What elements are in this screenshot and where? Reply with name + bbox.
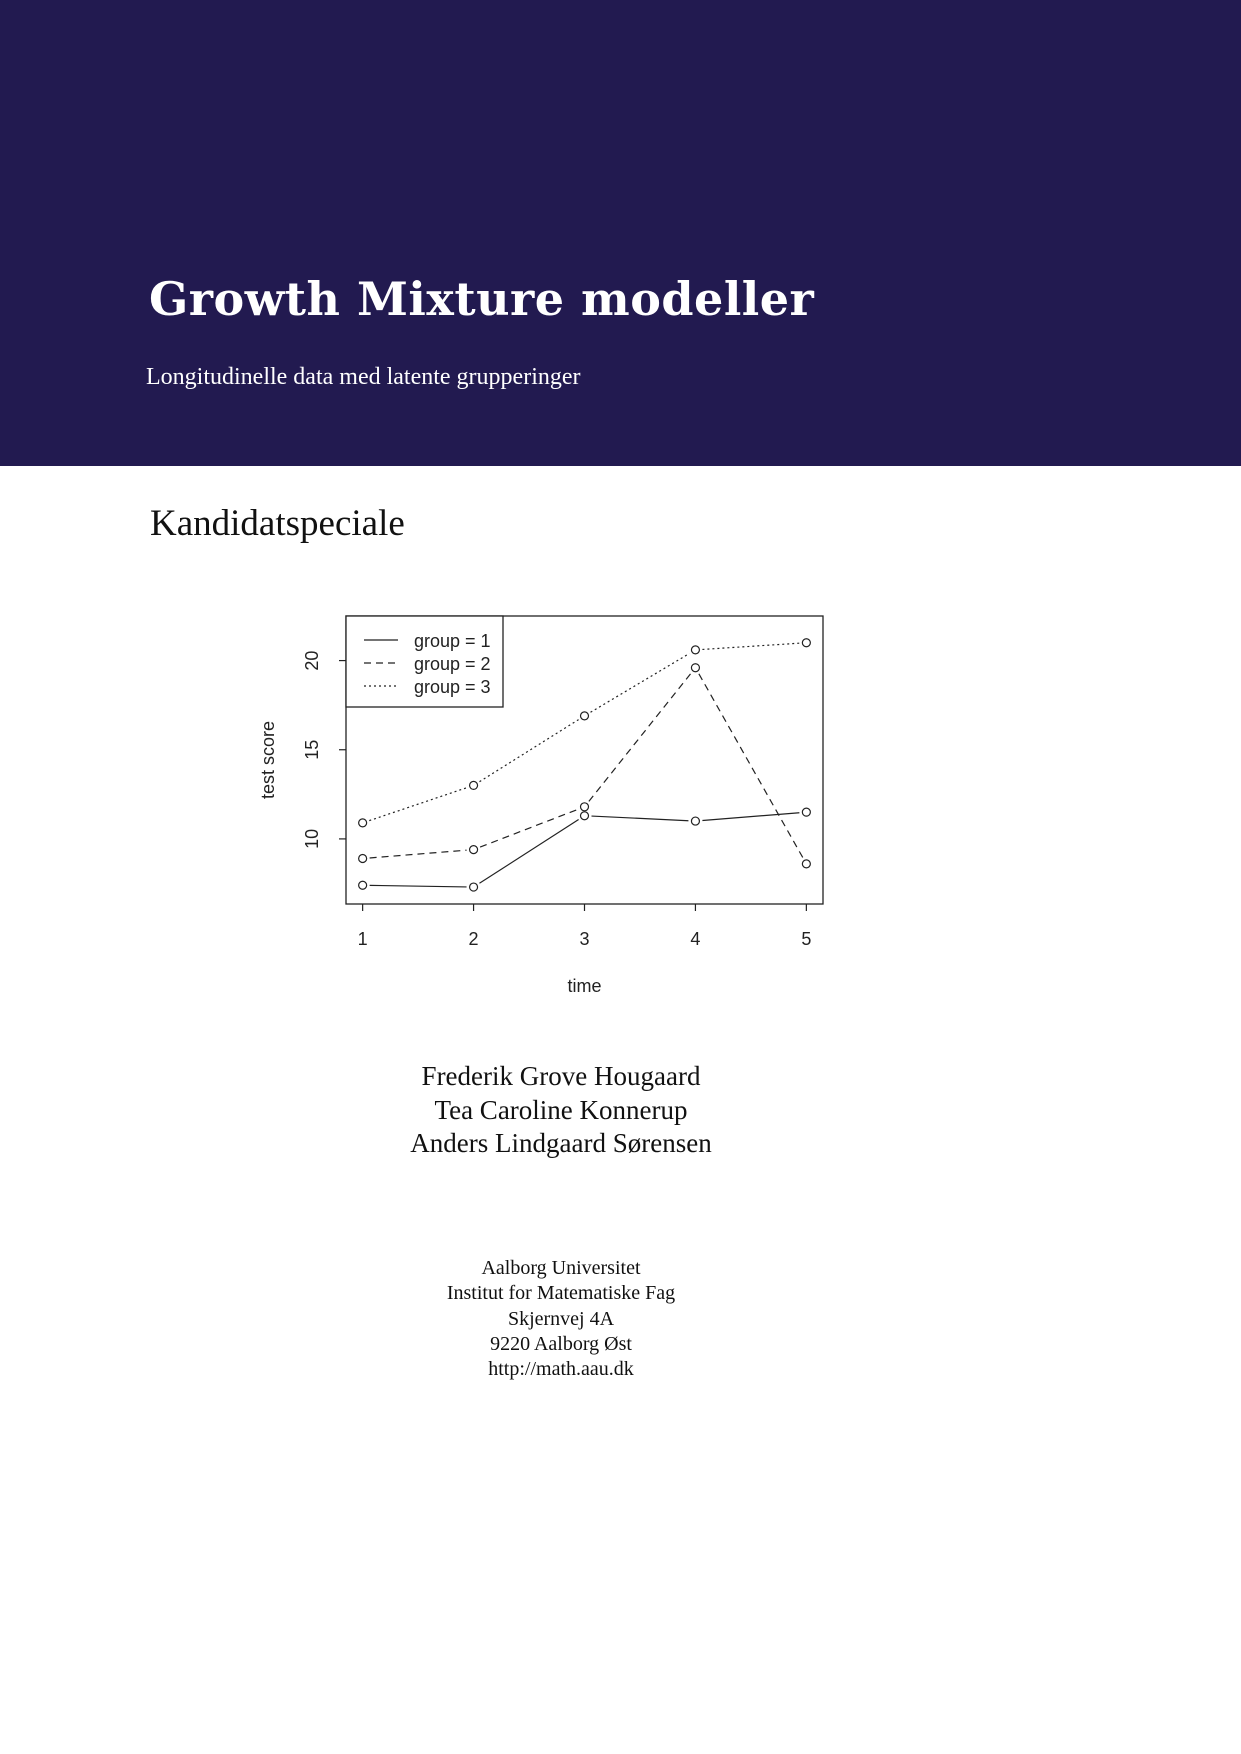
x-axis-label: time <box>567 976 601 996</box>
x-tick-label: 4 <box>690 929 700 949</box>
author: Frederik Grove Hougaard <box>421 1061 701 1091</box>
title-banner: Growth Mixture modeller Longitudinelle d… <box>0 0 1241 466</box>
line-chart: 1 2 3 4 5 10 15 20 time test score group = 1 group … <box>258 615 824 996</box>
data-point <box>690 645 701 655</box>
author: Anders Lindgaard Sørensen <box>410 1128 712 1158</box>
series-line-segment <box>479 819 579 884</box>
university-address: Aalborg Universitet Institut for Matemat… <box>0 1256 1122 1382</box>
data-point <box>468 780 479 791</box>
legend-label: group = 1 <box>414 631 491 651</box>
address-line: 9220 Aalborg Øst <box>490 1332 632 1355</box>
series-line-segment <box>588 672 692 802</box>
legend-label: group = 3 <box>414 677 491 697</box>
data-point <box>801 859 811 869</box>
series-line-segment <box>479 808 579 848</box>
data-point <box>801 638 811 648</box>
document-subtitle: Longitudinelle data med latente grupperi… <box>146 364 581 390</box>
y-tick-label: 10 <box>302 829 322 849</box>
series-line-segment <box>591 815 689 822</box>
legend-label: group = 2 <box>414 654 491 674</box>
data-point <box>468 882 479 892</box>
y-axis-label: test score <box>258 721 278 799</box>
data-point <box>579 711 590 721</box>
x-tick-label: 5 <box>801 929 811 949</box>
data-point <box>358 880 368 890</box>
author: Tea Caroline Konnerup <box>434 1094 688 1125</box>
address-line: Institut for Matematiske Fag <box>446 1282 676 1305</box>
series-line-segment <box>369 787 468 822</box>
x-tick-label: 3 <box>579 929 589 949</box>
series-line-segment <box>479 719 579 783</box>
address-line: http://math.aau.dk <box>488 1358 634 1381</box>
data-point <box>358 853 368 864</box>
y-tick-label: 20 <box>302 651 322 671</box>
author-list: Frederik Grove Hougaard Tea Caroline Kon… <box>0 1060 1122 1161</box>
address-line: Aalborg Universitet <box>481 1257 641 1279</box>
series-line-segment <box>702 642 800 651</box>
data-point <box>801 807 811 817</box>
data-point <box>358 818 368 828</box>
series-line-segment <box>590 652 690 713</box>
address-line: Skjernvej 4A <box>507 1307 615 1330</box>
data-point <box>468 845 479 855</box>
series-line-segment <box>369 849 467 859</box>
series-line-segment <box>369 884 467 888</box>
series-line-segment <box>698 673 804 859</box>
series-line-segment <box>702 812 800 822</box>
data-point <box>690 663 701 673</box>
document-type: Kandidatspeciale <box>150 503 405 544</box>
document-title: Growth Mixture modeller <box>149 272 815 326</box>
data-point <box>690 816 701 826</box>
data-point <box>579 811 590 821</box>
x-tick-label: 2 <box>469 929 479 949</box>
legend-box <box>345 615 504 708</box>
x-tick-label: 1 <box>358 929 368 949</box>
y-tick-label: 15 <box>302 740 322 760</box>
data-point <box>579 802 590 812</box>
